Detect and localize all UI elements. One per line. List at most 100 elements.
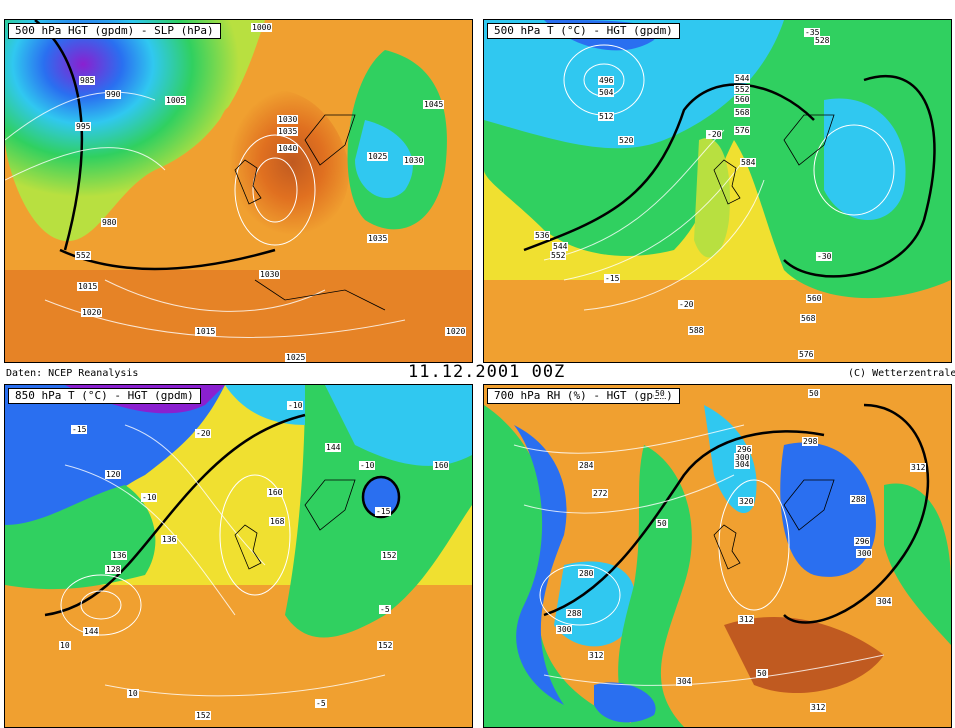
contour-label: 284 — [578, 461, 595, 470]
contour-label: -20 — [706, 130, 723, 139]
contour-label: 552 — [75, 251, 92, 260]
contour-label: 1045 — [423, 100, 445, 109]
contour-label: 296 — [736, 445, 753, 454]
contour-label: 536 — [534, 231, 551, 240]
map-panel-slp: 500 hPa HGT (gpdm) - SLP (hPa) 1000 985 … — [4, 19, 473, 363]
contour-label: 288 — [566, 609, 583, 618]
contour-label: 160 — [267, 488, 284, 497]
contour-label: 576 — [734, 126, 751, 135]
contour-label: 1015 — [195, 327, 217, 336]
t500-map-graphic — [484, 20, 951, 362]
contour-label: 50 — [808, 389, 820, 398]
contour-label: 985 — [79, 76, 96, 85]
contour-label: 280 — [578, 569, 595, 578]
contour-label: -20 — [195, 429, 212, 438]
contour-label: 496 — [598, 76, 615, 85]
panel-title-700rh: 700 hPa RH (%) - HGT (gpdm) — [487, 388, 680, 404]
contour-label: 152 — [195, 711, 212, 720]
contour-label: 528 — [814, 36, 831, 45]
contour-label: 10 — [127, 689, 139, 698]
contour-label: 1035 — [277, 127, 299, 136]
forecast-date-time: 11.12.2001 00Z — [408, 362, 566, 382]
contour-label: -10 — [359, 461, 376, 470]
contour-label: 288 — [850, 495, 867, 504]
contour-label: 304 — [876, 597, 893, 606]
contour-label: 1030 — [259, 270, 281, 279]
panel-title-500t: 500 hPa T (°C) - HGT (gpdm) — [487, 23, 680, 39]
contour-label: 272 — [592, 489, 609, 498]
contour-label: 980 — [101, 218, 118, 227]
contour-label: 304 — [734, 460, 751, 469]
slp-map-graphic — [5, 20, 472, 362]
contour-label: 1000 — [251, 23, 273, 32]
contour-label: 995 — [75, 122, 92, 131]
copyright-text: (C) Wetterzentrale — [848, 368, 955, 379]
contour-label: 1025 — [367, 152, 389, 161]
contour-label: -5 — [379, 605, 391, 614]
contour-label: 152 — [381, 551, 398, 560]
contour-label: 312 — [588, 651, 605, 660]
contour-label: 50 — [756, 669, 768, 678]
contour-label: 120 — [105, 470, 122, 479]
contour-label: 312 — [738, 615, 755, 624]
contour-label: -10 — [287, 401, 304, 410]
contour-label: -20 — [678, 300, 695, 309]
contour-label: 10 — [59, 641, 71, 650]
contour-label: 568 — [800, 314, 817, 323]
contour-label: -15 — [604, 274, 621, 283]
contour-label: 588 — [688, 326, 705, 335]
contour-label: 576 — [798, 350, 815, 359]
contour-label: -5 — [315, 699, 327, 708]
contour-label: 300 — [856, 549, 873, 558]
contour-label: 298 — [802, 437, 819, 446]
contour-label: 160 — [433, 461, 450, 470]
contour-label: 512 — [598, 112, 615, 121]
contour-label: 168 — [269, 517, 286, 526]
contour-label: 568 — [734, 108, 751, 117]
contour-label: 320 — [738, 497, 755, 506]
panel-title-slp: 500 hPa HGT (gpdm) - SLP (hPa) — [8, 23, 221, 39]
contour-label: 1020 — [81, 308, 103, 317]
contour-label: 136 — [111, 551, 128, 560]
contour-label: 128 — [105, 565, 122, 574]
contour-label: 990 — [105, 90, 122, 99]
contour-label: 300 — [734, 453, 751, 462]
map-panel-500t: 500 hPa T (°C) - HGT (gpdm) 528 496 504 … — [483, 19, 952, 363]
panel-title-850t: 850 hPa T (°C) - HGT (gpdm) — [8, 388, 201, 404]
contour-label: 1020 — [445, 327, 467, 336]
contour-label: 300 — [556, 625, 573, 634]
contour-label: 1035 — [367, 234, 389, 243]
data-source-text: Daten: NCEP Reanalysis — [6, 368, 139, 379]
contour-label: 520 — [618, 136, 635, 145]
contour-label: 312 — [910, 463, 927, 472]
map-panel-850t: 850 hPa T (°C) - HGT (gpdm) -15 -20 -10 … — [4, 384, 473, 728]
contour-label: 144 — [325, 443, 342, 452]
contour-label: 50 — [654, 389, 666, 398]
contour-label: 312 — [810, 703, 827, 712]
contour-label: 1025 — [285, 353, 307, 362]
contour-label: 1030 — [403, 156, 425, 165]
contour-label: -15 — [375, 507, 392, 516]
contour-label: 552 — [550, 251, 567, 260]
t850-map-graphic — [5, 385, 472, 727]
contour-label: 584 — [740, 158, 757, 167]
rh700-map-graphic — [484, 385, 951, 727]
contour-label: -30 — [816, 252, 833, 261]
contour-label: 1015 — [77, 282, 99, 291]
map-panel-700rh: 700 hPa RH (%) - HGT (gpdm) 284 272 296 … — [483, 384, 952, 728]
contour-label: 1030 — [277, 115, 299, 124]
contour-label: 1040 — [277, 144, 299, 153]
contour-label: 304 — [676, 677, 693, 686]
contour-label: 136 — [161, 535, 178, 544]
contour-label: 552 — [734, 85, 751, 94]
contour-label: 560 — [734, 95, 751, 104]
contour-label: 296 — [854, 537, 871, 546]
contour-label: 50 — [656, 519, 668, 528]
contour-label: -15 — [71, 425, 88, 434]
contour-label: 560 — [806, 294, 823, 303]
contour-label: 544 — [552, 242, 569, 251]
contour-label: 144 — [83, 627, 100, 636]
contour-label: -35 — [804, 28, 821, 37]
contour-label: 1005 — [165, 96, 187, 105]
contour-label: 544 — [734, 74, 751, 83]
